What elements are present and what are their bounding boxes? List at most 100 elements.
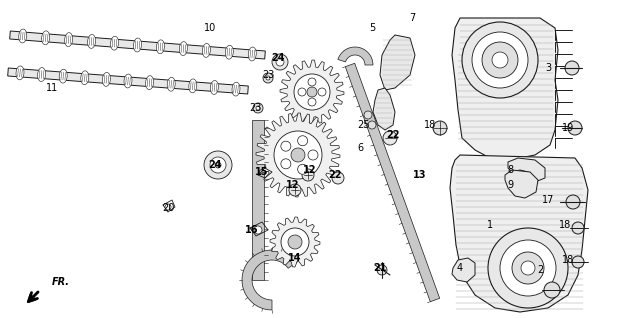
- Text: 23: 23: [249, 103, 261, 113]
- Circle shape: [565, 61, 579, 75]
- Text: 21: 21: [373, 263, 387, 273]
- Polygon shape: [81, 71, 89, 85]
- Polygon shape: [8, 68, 248, 94]
- Circle shape: [572, 222, 584, 234]
- Text: 10: 10: [204, 23, 216, 33]
- Circle shape: [544, 282, 560, 298]
- Circle shape: [307, 87, 317, 97]
- Polygon shape: [338, 47, 373, 65]
- Polygon shape: [10, 31, 266, 59]
- Polygon shape: [232, 82, 240, 96]
- Polygon shape: [102, 73, 110, 86]
- Polygon shape: [346, 63, 440, 302]
- Circle shape: [288, 235, 302, 249]
- Circle shape: [302, 169, 314, 181]
- Circle shape: [291, 148, 305, 162]
- Text: 22: 22: [387, 130, 400, 140]
- Polygon shape: [179, 42, 188, 56]
- Circle shape: [512, 252, 544, 284]
- Circle shape: [521, 261, 535, 275]
- Polygon shape: [248, 47, 256, 61]
- Circle shape: [281, 159, 291, 169]
- Polygon shape: [38, 67, 45, 81]
- Circle shape: [165, 204, 171, 210]
- Polygon shape: [225, 45, 234, 59]
- Circle shape: [500, 240, 556, 296]
- Circle shape: [492, 52, 508, 68]
- Circle shape: [318, 88, 326, 96]
- Polygon shape: [167, 77, 175, 91]
- Circle shape: [289, 184, 301, 196]
- Circle shape: [568, 121, 582, 135]
- Text: 11: 11: [46, 83, 58, 93]
- Circle shape: [368, 121, 376, 129]
- Text: 18: 18: [559, 220, 571, 230]
- Text: 12: 12: [303, 165, 317, 175]
- Circle shape: [210, 157, 226, 173]
- Polygon shape: [16, 66, 24, 80]
- Circle shape: [215, 162, 221, 168]
- Circle shape: [462, 22, 538, 98]
- Circle shape: [482, 42, 518, 78]
- Circle shape: [298, 136, 308, 146]
- Polygon shape: [505, 170, 538, 198]
- Circle shape: [256, 106, 260, 110]
- Text: 4: 4: [457, 263, 463, 273]
- Text: 6: 6: [357, 143, 363, 153]
- Text: 13: 13: [413, 170, 427, 180]
- Polygon shape: [373, 88, 395, 130]
- Polygon shape: [189, 79, 196, 93]
- Circle shape: [332, 172, 344, 184]
- Polygon shape: [65, 33, 72, 46]
- Polygon shape: [270, 217, 320, 267]
- Text: 25: 25: [356, 120, 369, 130]
- Polygon shape: [252, 120, 264, 280]
- Circle shape: [263, 73, 273, 83]
- Text: 17: 17: [542, 195, 554, 205]
- Circle shape: [383, 131, 397, 145]
- Polygon shape: [88, 34, 95, 48]
- Polygon shape: [508, 158, 545, 182]
- Text: 24: 24: [271, 53, 285, 63]
- Text: 3: 3: [545, 63, 551, 73]
- Polygon shape: [380, 35, 415, 90]
- Text: 16: 16: [245, 225, 259, 235]
- Circle shape: [281, 228, 309, 256]
- Circle shape: [298, 164, 308, 174]
- Text: 15: 15: [255, 167, 269, 177]
- Polygon shape: [452, 18, 558, 160]
- Polygon shape: [242, 250, 296, 310]
- Text: 9: 9: [507, 180, 513, 190]
- Text: 1: 1: [487, 220, 493, 230]
- Circle shape: [566, 195, 580, 209]
- Text: 2: 2: [537, 265, 543, 275]
- Polygon shape: [156, 40, 164, 54]
- Circle shape: [274, 131, 322, 179]
- Circle shape: [266, 76, 270, 80]
- Text: 18: 18: [424, 120, 436, 130]
- Circle shape: [377, 265, 387, 275]
- Polygon shape: [134, 38, 141, 52]
- Polygon shape: [452, 258, 475, 282]
- Circle shape: [294, 74, 330, 110]
- Text: 22: 22: [328, 170, 342, 180]
- Polygon shape: [202, 44, 211, 57]
- Circle shape: [433, 121, 447, 135]
- Polygon shape: [19, 29, 27, 43]
- Text: 24: 24: [208, 160, 221, 170]
- Polygon shape: [256, 113, 340, 197]
- Circle shape: [281, 141, 291, 151]
- Circle shape: [488, 228, 568, 308]
- Circle shape: [572, 256, 584, 268]
- Text: 20: 20: [162, 203, 174, 213]
- Polygon shape: [60, 69, 67, 83]
- Circle shape: [272, 54, 288, 70]
- Text: 23: 23: [262, 70, 274, 80]
- Text: 14: 14: [288, 253, 301, 263]
- Polygon shape: [111, 36, 118, 50]
- Circle shape: [364, 111, 372, 119]
- Circle shape: [298, 88, 306, 96]
- Polygon shape: [124, 74, 132, 88]
- Circle shape: [253, 103, 263, 113]
- Polygon shape: [211, 80, 218, 94]
